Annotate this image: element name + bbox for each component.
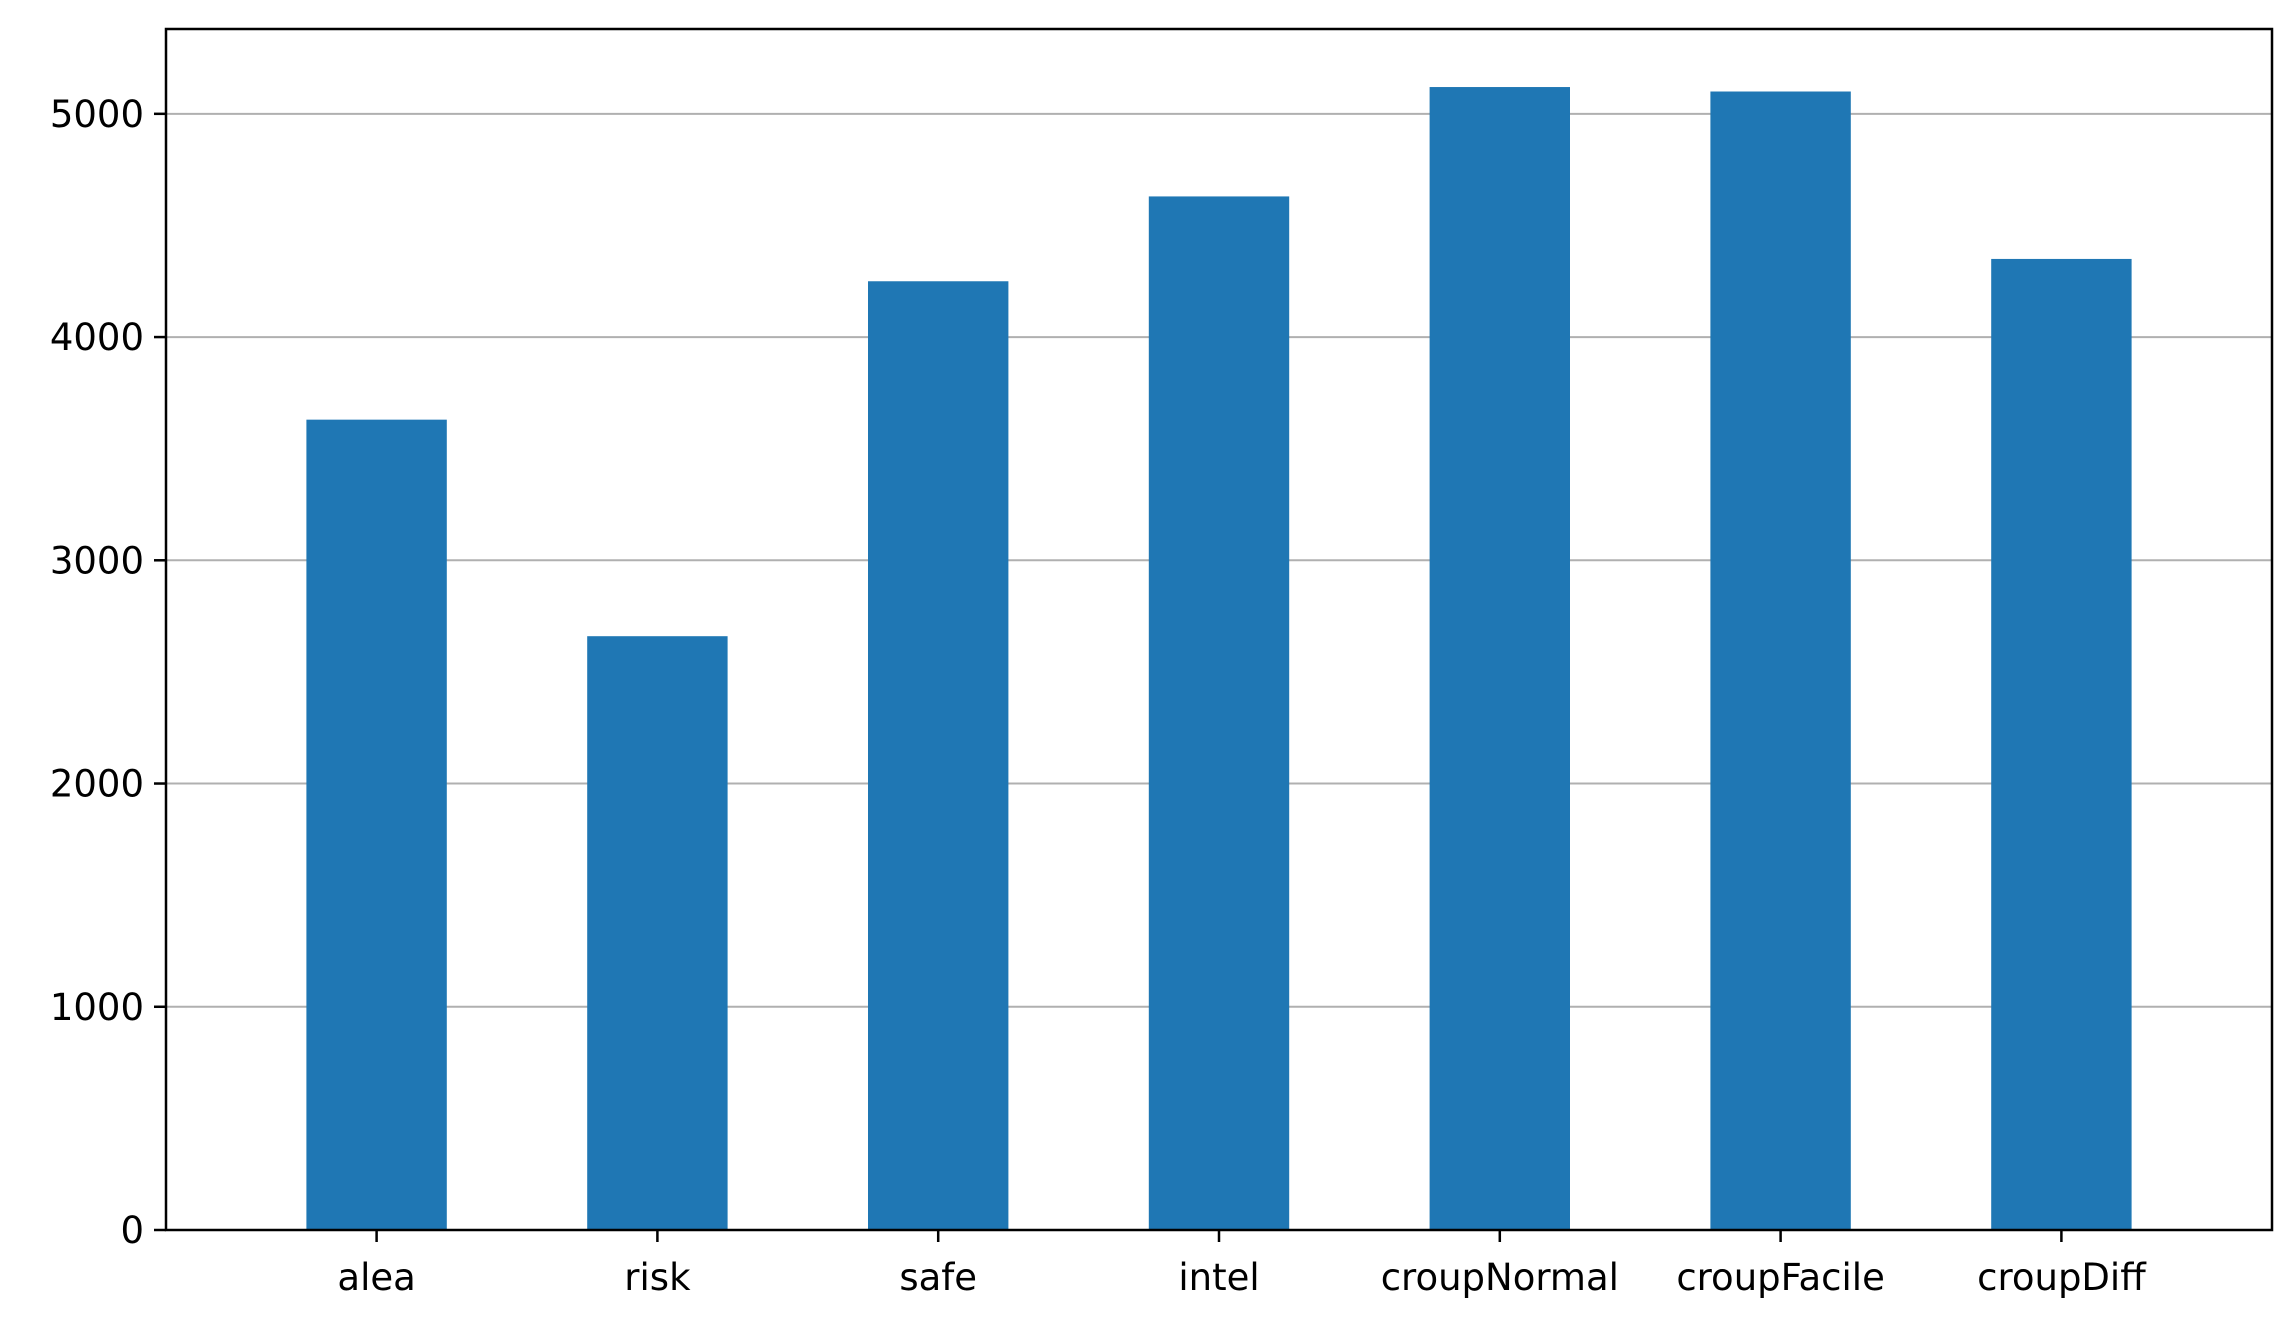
y-axis-ticks: 0 1000 2000 3000 4000 5000: [50, 93, 166, 1252]
bar-croupDiff: [1991, 258, 2132, 1230]
y-tick-label: 4000: [50, 316, 144, 359]
bars: [306, 87, 2132, 1230]
bar-croupFacile: [1710, 91, 1851, 1230]
bar-risk: [587, 636, 728, 1230]
bar-alea: [306, 419, 447, 1230]
x-tick-label-risk: risk: [624, 1256, 691, 1299]
y-tick-label: 1000: [50, 986, 144, 1029]
x-tick-label-safe: safe: [899, 1256, 977, 1299]
bar-intel: [1148, 196, 1290, 1230]
y-tick-label: 0: [120, 1209, 144, 1252]
x-tick-label-croupNormal: croupNormal: [1381, 1256, 1619, 1299]
x-tick-label-alea: alea: [337, 1256, 415, 1299]
bar-croupNormal: [1429, 87, 1570, 1230]
x-tick-label-croupFacile: croupFacile: [1676, 1256, 1885, 1299]
bar-safe: [868, 281, 1009, 1230]
y-tick-label: 5000: [50, 93, 144, 136]
x-axis-ticks: alea risk safe intel croupNormal croupFacile c…: [337, 1230, 2147, 1299]
y-tick-label: 2000: [50, 763, 144, 806]
x-tick-label-intel: intel: [1178, 1256, 1259, 1299]
x-tick-label-croupDiff: croupDiff: [1977, 1256, 2147, 1299]
y-tick-label: 3000: [50, 539, 144, 582]
